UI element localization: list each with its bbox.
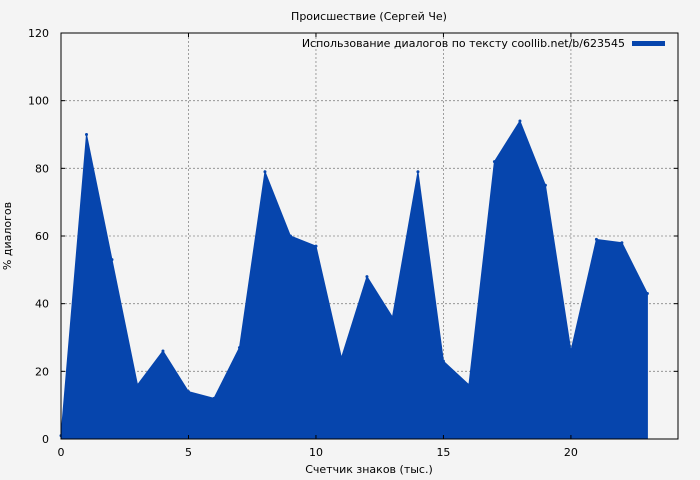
y-tick-label: 80	[35, 162, 49, 175]
data-point	[314, 244, 318, 248]
chart-title: Происшествие (Сергей Че)	[291, 10, 447, 23]
data-point	[645, 292, 649, 296]
x-tick-label: 5	[185, 446, 192, 459]
data-point	[467, 383, 471, 387]
y-tick-label: 100	[28, 95, 49, 108]
y-tick-label: 60	[35, 230, 49, 243]
data-point	[390, 315, 394, 319]
data-point	[237, 346, 241, 350]
legend-label: Использование диалогов по тексту coollib…	[302, 37, 625, 50]
data-point	[288, 234, 292, 238]
x-tick-label: 15	[436, 446, 450, 459]
data-point	[263, 170, 267, 174]
data-point	[441, 359, 445, 363]
data-point	[492, 160, 496, 164]
data-point	[416, 170, 420, 174]
data-point	[339, 356, 343, 360]
y-axis-label: % диалогов	[1, 202, 14, 270]
data-point	[620, 241, 624, 245]
legend-swatch	[632, 41, 665, 46]
y-tick-label: 40	[35, 298, 49, 311]
data-point	[110, 258, 114, 262]
x-tick-label: 0	[58, 446, 65, 459]
data-point	[84, 133, 88, 136]
y-tick-label: 120	[28, 27, 49, 40]
y-tick-label: 20	[35, 365, 49, 378]
data-point	[161, 349, 165, 353]
y-axis: 0 20 40 60 80 100 120	[28, 27, 678, 446]
data-point	[135, 383, 139, 387]
data-point	[543, 183, 547, 187]
legend: Использование диалогов по тексту coollib…	[302, 37, 665, 50]
data-point	[212, 396, 216, 400]
data-point	[518, 119, 522, 123]
x-tick-label: 20	[564, 446, 578, 459]
series-layer	[59, 119, 649, 440]
data-point	[594, 237, 598, 241]
data-point	[186, 390, 190, 394]
data-point	[365, 275, 369, 279]
y-tick-label: 0	[42, 433, 49, 446]
x-axis-label: Счетчик знаков (тыс.)	[305, 463, 433, 476]
data-point	[569, 349, 573, 353]
x-axis: 0 5 10 15 20	[58, 33, 578, 459]
x-tick-label: 10	[309, 446, 323, 459]
